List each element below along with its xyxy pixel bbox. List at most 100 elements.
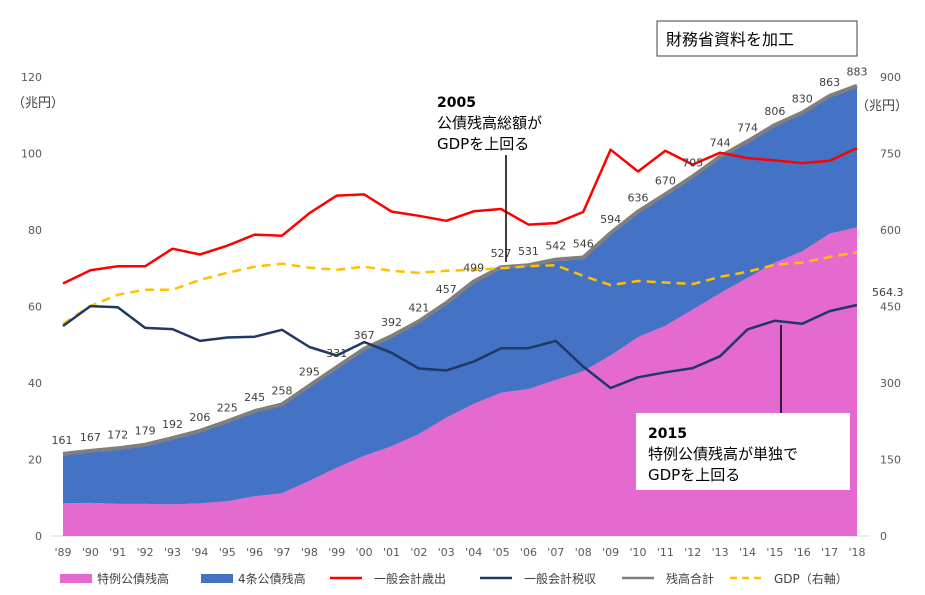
left-axis-tick-label: 120 [21, 71, 42, 84]
x-axis-tick-label: '17 [821, 546, 838, 559]
total-data-label: 806 [764, 105, 785, 118]
x-axis-tick-label: '89 [54, 546, 71, 559]
left-axis-tick-label: 60 [28, 301, 42, 314]
x-axis-tick-label: '90 [82, 546, 99, 559]
total-data-label: 192 [162, 418, 183, 431]
x-axis-tick-label: '91 [109, 546, 126, 559]
line-tax-revenue [62, 303, 858, 390]
x-axis-tick-label: '05 [493, 546, 510, 559]
total-data-label: 258 [272, 384, 293, 397]
total-data-label: 499 [463, 262, 484, 275]
right-axis-tick-label: 0 [880, 530, 887, 543]
total-data-label: 421 [408, 301, 429, 314]
total-data-label: 542 [545, 240, 566, 253]
legend-label: GDP（右軸） [774, 571, 848, 586]
annotation-2015-box [636, 413, 850, 490]
total-data-label: 774 [737, 121, 758, 134]
total-data-label: 245 [244, 391, 265, 404]
x-axis-tick-label: '18 [848, 546, 865, 559]
line-gdp [62, 251, 858, 325]
annotation-2005-line3: GDPを上回る [437, 135, 529, 153]
annotation-2015-line2: 特例公債残高が単独で [648, 445, 798, 463]
total-data-label: 167 [80, 431, 101, 444]
legend-label: 残高合計 [666, 571, 714, 586]
x-axis-tick-label: '92 [137, 546, 154, 559]
x-axis-tick-label: '06 [520, 546, 537, 559]
total-data-label: 206 [189, 411, 210, 424]
x-axis-tick-label: '00 [356, 546, 373, 559]
total-data-label: 636 [627, 192, 648, 205]
tax-data-label: 564.3 [872, 286, 904, 299]
total-data-label: 830 [792, 93, 813, 106]
source-note-text: 財務省資料を加工 [666, 30, 794, 49]
x-axis-tick-label: '13 [712, 546, 729, 559]
total-data-label: 670 [655, 174, 676, 187]
annotation-2005-year: 2005 [437, 95, 476, 111]
axes: 0 20 40 60 80 100 120 0 150 300 450 600 750 900 '89 '90… [21, 71, 901, 559]
total-data-label: 705 [682, 156, 703, 169]
total-data-label: 295 [299, 366, 320, 379]
legend-swatch [201, 574, 233, 583]
total-data-label: 863 [819, 76, 840, 89]
right-axis-tick-label: 750 [880, 148, 901, 161]
x-axis-tick-label: '03 [438, 546, 455, 559]
total-data-label: 546 [573, 238, 594, 251]
annotation-2005: 2005 公債残高総額が GDPを上回る [437, 95, 542, 262]
total-data-label: 179 [135, 425, 156, 438]
total-data-label: 594 [600, 213, 621, 226]
total-data-label: 392 [381, 316, 402, 329]
area-construction-bonds [63, 85, 857, 505]
total-data-label: 367 [354, 329, 375, 342]
legend-label: 一般会計税収 [524, 571, 596, 586]
right-axis-tick-label: 600 [880, 224, 901, 237]
total-data-label: 161 [52, 434, 73, 447]
left-axis-tick-label: 100 [21, 148, 42, 161]
x-axis-tick-label: '94 [191, 546, 208, 559]
legend-label: 4条公債残高 [238, 571, 306, 586]
annotation-2015: 2015 特例公債残高が単独で GDPを上回る [636, 325, 850, 490]
right-axis-unit: （兆円） [856, 99, 908, 114]
x-axis-tick-label: '04 [465, 546, 482, 559]
x-axis-tick-label: '98 [301, 546, 318, 559]
x-axis-tick-label: '07 [547, 546, 564, 559]
total-data-label: 744 [710, 137, 731, 150]
x-axis-tick-label: '95 [219, 546, 236, 559]
x-axis-tick-label: '11 [657, 546, 674, 559]
annotation-2005-line2: 公債残高総額が [437, 114, 542, 132]
x-axis-tick-label: '15 [766, 546, 783, 559]
right-axis-tick-label: 900 [880, 71, 901, 84]
total-data-label: 225 [217, 401, 238, 414]
legend-label: 一般会計歳出 [374, 571, 446, 586]
x-axis-tick-label: '12 [684, 546, 701, 559]
total-data-label: 331 [326, 347, 347, 360]
total-data-label: 531 [518, 245, 539, 258]
annotation-2015-year: 2015 [648, 426, 687, 442]
left-axis-tick-label: 40 [28, 377, 42, 390]
x-axis-tick-label: '96 [246, 546, 263, 559]
total-data-label: 172 [107, 428, 128, 441]
right-axis-tick-label: 300 [880, 377, 901, 390]
x-axis-tick-label: '97 [274, 546, 291, 559]
total-data-label: 883 [847, 66, 868, 79]
legend-label: 特例公債残高 [97, 571, 169, 586]
x-axis-tick-label: '09 [602, 546, 619, 559]
x-axis-tick-label: '08 [575, 546, 592, 559]
source-note-box [656, 20, 858, 57]
total-data-label: 527 [491, 247, 512, 260]
line-expenditure [62, 146, 858, 285]
left-axis-tick-label: 0 [35, 530, 42, 543]
x-axis-tick-label: '01 [383, 546, 400, 559]
x-axis-tick-label: '02 [410, 546, 427, 559]
annotation-2015-line3: GDPを上回る [648, 466, 740, 484]
x-axis-tick-label: '14 [739, 546, 756, 559]
left-axis-tick-label: 20 [28, 454, 42, 467]
left-axis-unit: （兆円） [12, 96, 64, 111]
x-axis-tick-label: '93 [164, 546, 181, 559]
x-axis-tick-label: '16 [794, 546, 811, 559]
x-axis-tick-label: '99 [328, 546, 345, 559]
legend-swatch [60, 574, 92, 583]
legend: 特例公債残高 4条公債残高 一般会計歳出 一般会計税収 残高合計 GDP（右軸） [60, 571, 848, 586]
right-axis-tick-label: 150 [880, 454, 901, 467]
source-note: 財務省資料を加工 [656, 20, 858, 57]
